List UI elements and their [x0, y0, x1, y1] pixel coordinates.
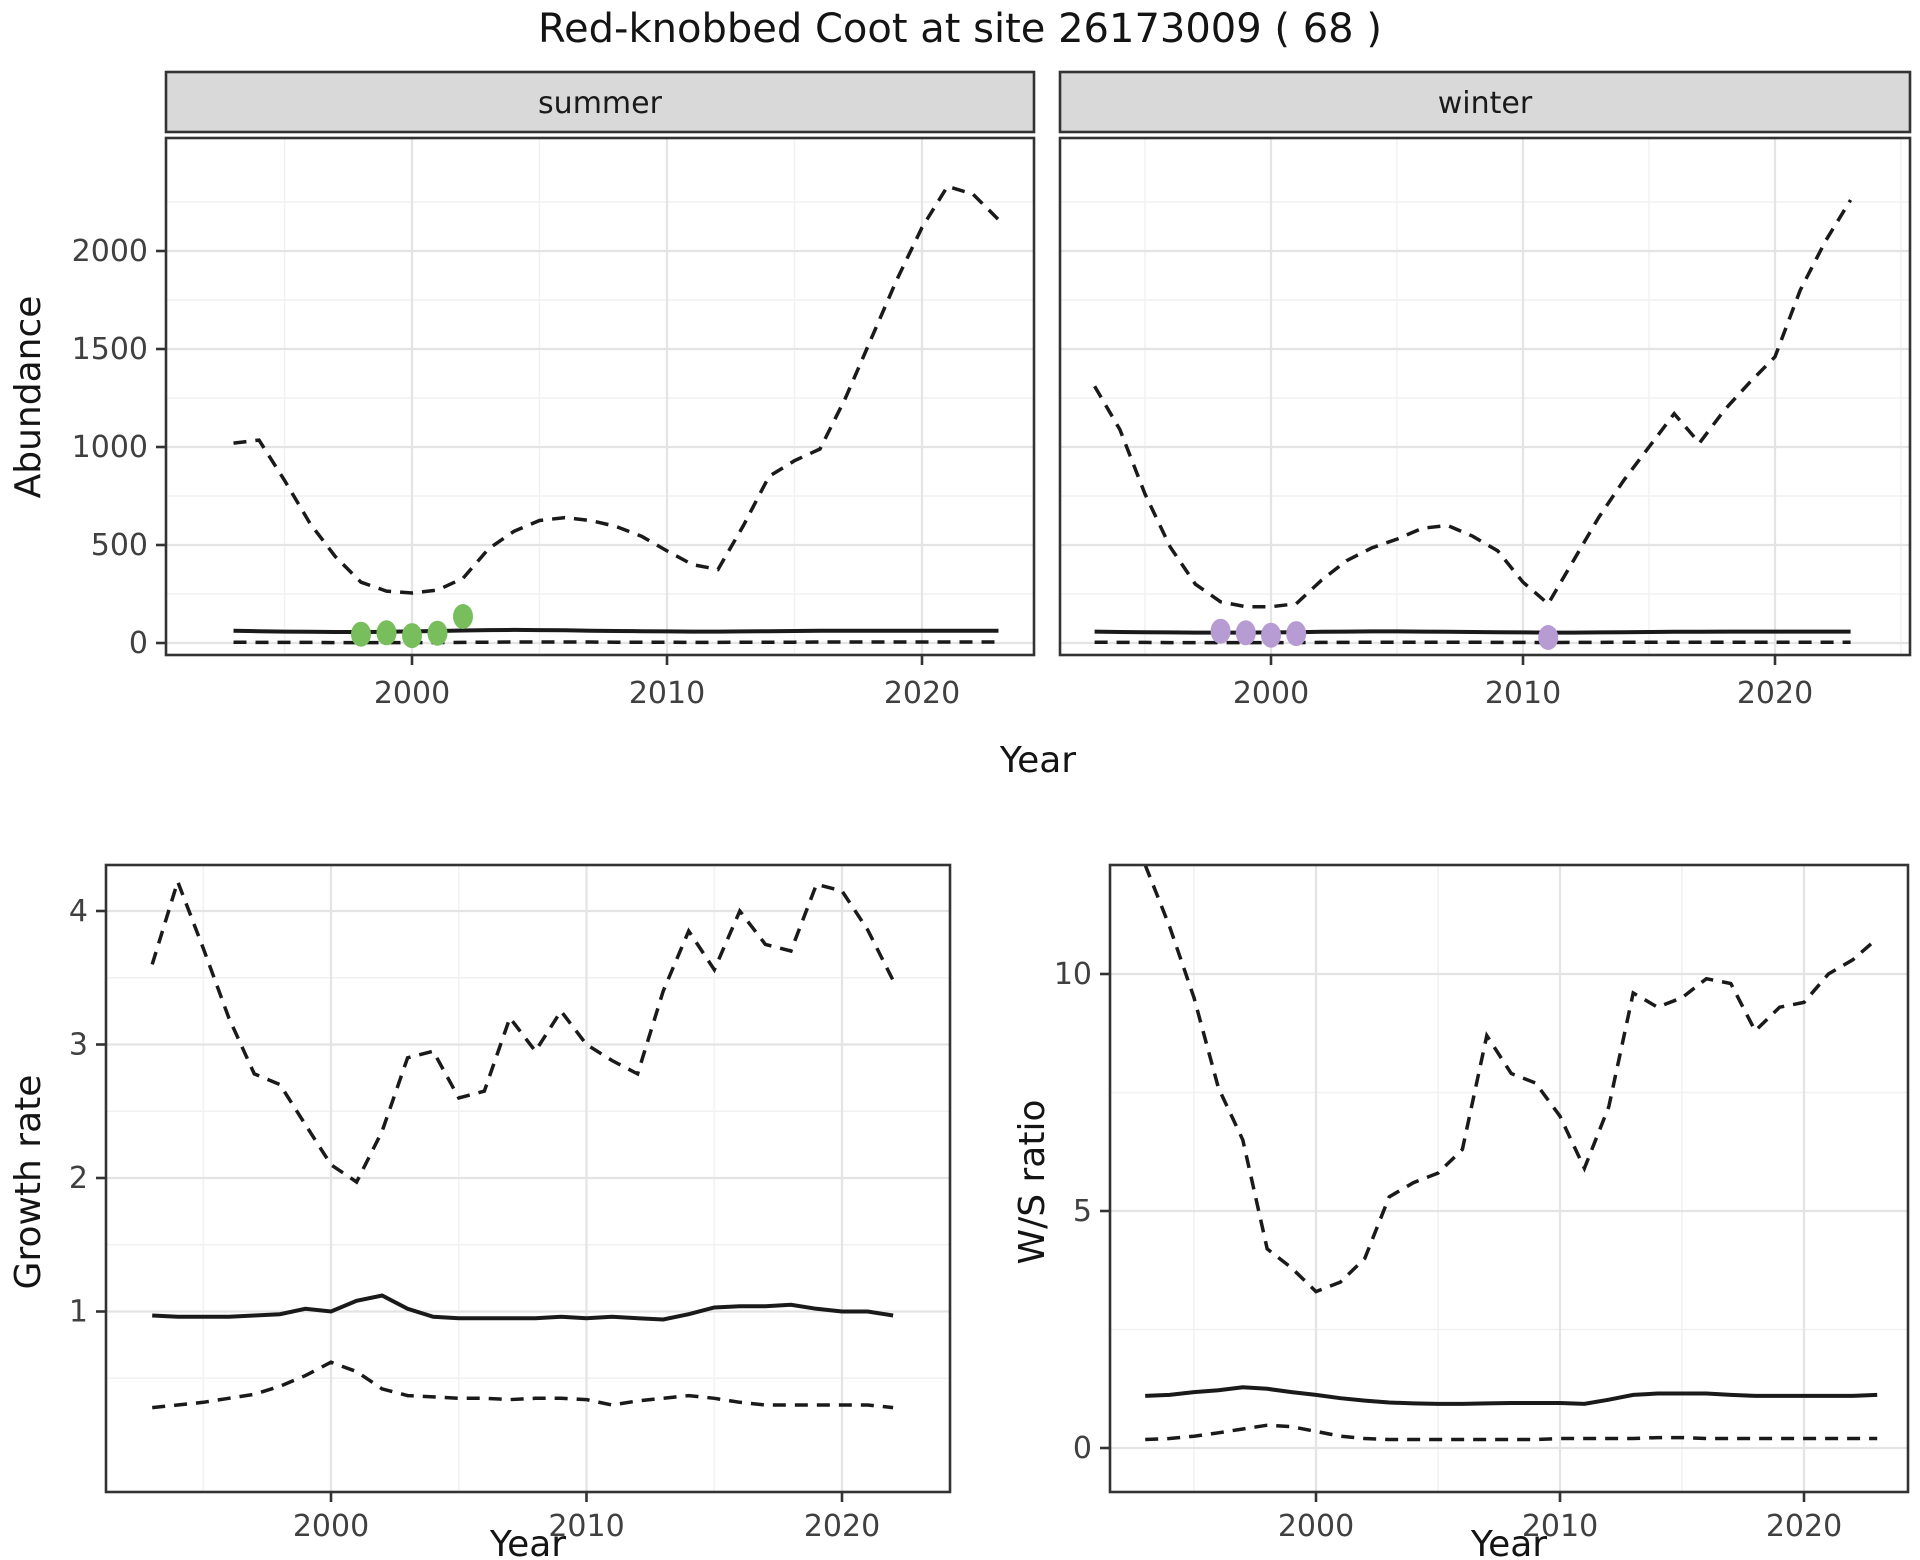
y-tick-label: 1500 [72, 332, 148, 367]
y-tick-label: 4 [69, 894, 88, 929]
x-tick-label: 2020 [884, 676, 960, 711]
abundance-summer-lower_ci-line [233, 640, 999, 645]
x-tick-label: 2000 [1278, 1509, 1354, 1544]
panel-border [1058, 136, 1912, 657]
ws-ratio-upper_ci-line [1143, 865, 1879, 1294]
y-axis-title: W/S ratio [1012, 1099, 1053, 1264]
ws-ratio-lower_ci-line [1145, 1423, 1878, 1442]
panel-background [166, 138, 1034, 655]
abundance-summer-upper_ci-line [233, 184, 1000, 595]
y-tick-label: 5 [1073, 1194, 1092, 1229]
observed-counts-summer-point [376, 620, 397, 646]
observed-counts-summer-point [351, 621, 371, 647]
observed-counts-summer-point [402, 623, 422, 649]
observed-counts-winter-point [1235, 620, 1256, 646]
y-tick-label: 3 [69, 1028, 88, 1063]
observed-counts-winter-point [1538, 625, 1559, 650]
y-tick-label: 500 [91, 528, 148, 563]
panel-border [1108, 863, 1910, 1494]
observed-counts-summer-point [453, 604, 473, 629]
x-tick-label: 2010 [548, 1509, 624, 1544]
growth-rate-upper_ci-line [150, 876, 895, 1185]
x-tick-label: 2010 [1522, 1509, 1598, 1544]
x-axis-title: Year [489, 1524, 566, 1560]
x-axis-title: Year [999, 740, 1076, 781]
observed-counts-winter-point [1210, 618, 1231, 644]
x-tick-label: 2010 [1485, 676, 1561, 711]
observed-counts-summer-point [427, 620, 448, 646]
x-tick-label: 2000 [293, 1509, 369, 1544]
y-tick-label: 1 [69, 1295, 88, 1330]
panel-background [1060, 138, 1910, 655]
y-tick-label: 0 [129, 626, 148, 661]
x-tick-label: 2010 [629, 676, 705, 711]
panel-background [1110, 865, 1908, 1492]
y-tick-label: 2000 [72, 234, 148, 269]
abundance-winter-upper_ci-line [1093, 199, 1853, 609]
x-tick-label: 2000 [1233, 676, 1309, 711]
abundance-summer-fitted-line [233, 627, 999, 634]
facet-strip [164, 70, 1036, 134]
growth-rate-lower_ci-line [152, 1360, 894, 1410]
x-tick-label: 2020 [804, 1509, 880, 1544]
x-axis-title: Year [1470, 1524, 1547, 1560]
observed-counts-winter-point [1286, 621, 1307, 647]
growth-rate-fitted-line [152, 1293, 894, 1322]
chart-title: Red-knobbed Coot at site 26173009 ( 68 ) [538, 6, 1382, 52]
abundance-winter-fitted-line [1094, 629, 1851, 635]
y-tick-label: 1000 [72, 430, 148, 465]
y-axis-title: Abundance [8, 296, 49, 499]
x-tick-label: 2000 [374, 676, 450, 711]
y-axis-title: Growth rate [8, 1075, 49, 1290]
x-tick-label: 2020 [1766, 1509, 1842, 1544]
x-tick-label: 2020 [1737, 676, 1813, 711]
observed-counts-winter-point [1261, 622, 1281, 648]
panel-border [164, 136, 1036, 657]
facet-label-winter: winter [1438, 86, 1533, 121]
facet-label-summer: summer [538, 86, 663, 121]
ws-ratio-fitted-line [1145, 1385, 1878, 1406]
y-tick-label: 0 [1073, 1431, 1092, 1466]
y-tick-label: 10 [1054, 957, 1092, 992]
y-tick-label: 2 [69, 1161, 88, 1196]
facet-strip [1058, 70, 1912, 134]
